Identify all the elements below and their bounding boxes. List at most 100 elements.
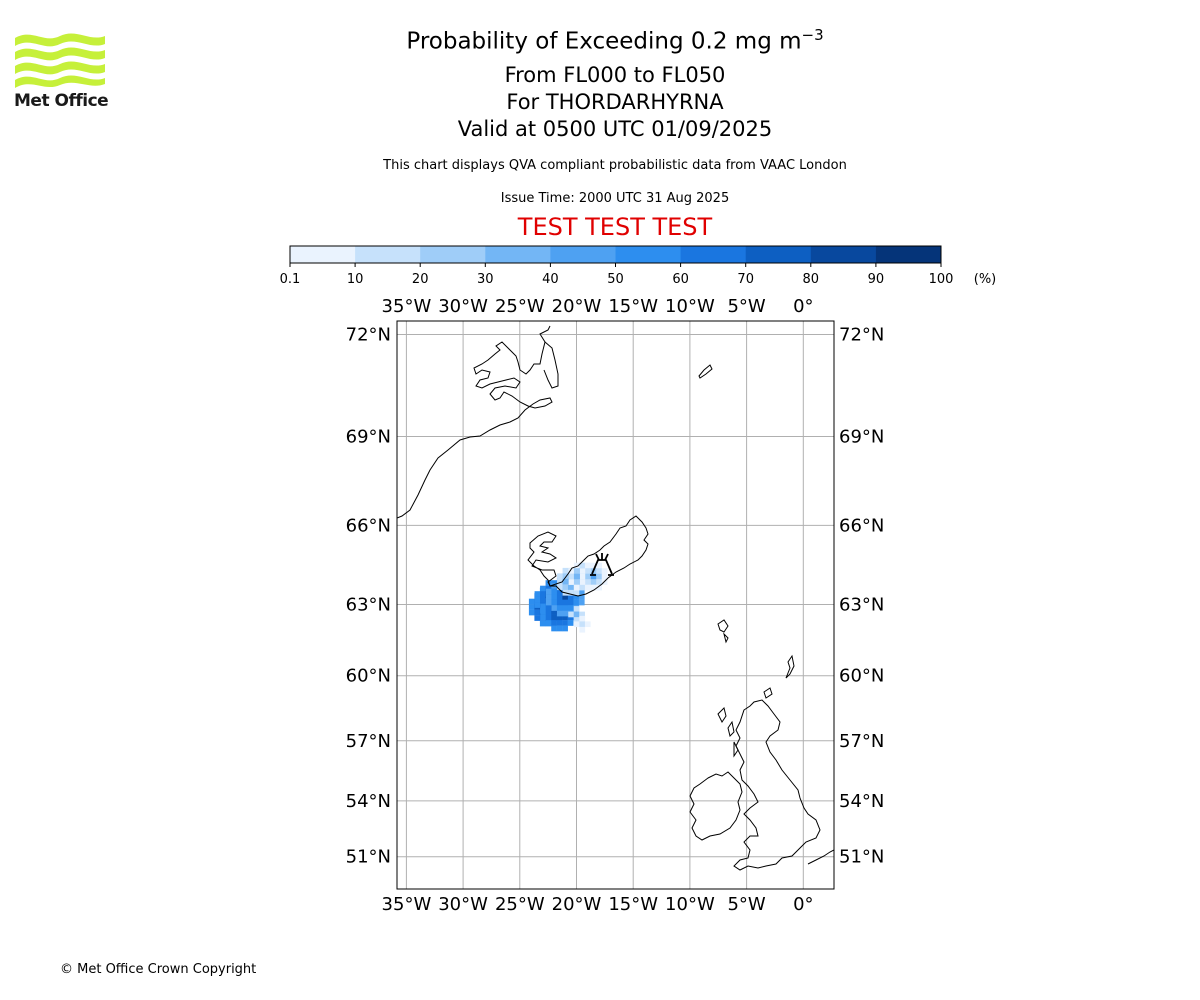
ash-probability-cell	[562, 584, 569, 591]
ash-probability-cell	[557, 584, 563, 591]
continental-coastline	[807, 849, 834, 865]
ash-probability-cell	[545, 588, 552, 595]
colorbar: 0.1 10 20 30 40 50 60 70 80 90 100 (%)	[280, 245, 997, 287]
ash-probability-cell	[551, 625, 557, 632]
great-britain-coastline	[733, 699, 821, 871]
iceland-coastline	[527, 515, 649, 597]
ash-probability-cell	[557, 573, 563, 580]
ash-probability-cell	[534, 602, 541, 608]
ash-probability-cell	[551, 594, 558, 600]
ash-probability-cell	[556, 599, 563, 606]
ash-probability-cell	[585, 584, 591, 591]
colorbar-segment	[810, 246, 877, 263]
ash-probability-cell	[579, 611, 585, 618]
lat-label-left: 60°N	[346, 666, 391, 687]
ash-probability-cell	[568, 584, 574, 591]
ash-probability-cell	[567, 594, 574, 600]
ash-probability-cell	[585, 562, 591, 569]
copyright-notice: © Met Office Crown Copyright	[60, 962, 257, 977]
lat-label-left: 66°N	[346, 515, 391, 536]
ash-probability-cell	[585, 579, 591, 585]
lon-label-bottom: 15°W	[608, 894, 658, 915]
ash-probability-cell	[579, 579, 586, 585]
lon-label-top: 0°	[793, 296, 813, 317]
colorbar-segment	[680, 246, 747, 263]
lat-label-right: 63°N	[839, 594, 884, 615]
ash-probability-cell	[528, 609, 535, 616]
coastlines	[397, 325, 834, 871]
map-panel: 35°W 30°W 25°W 20°W 15°W 10°W 5°W 0° 35°W 30°W 25…	[346, 296, 885, 915]
ash-probability-cell	[568, 573, 575, 580]
ash-probability-cell	[534, 596, 541, 603]
ash-probability-cell	[545, 585, 552, 592]
lat-label-left: 72°N	[346, 325, 391, 346]
lon-label-bottom: 20°W	[552, 894, 602, 915]
lon-label-top: 5°W	[727, 296, 765, 317]
ash-probability-cell	[551, 599, 558, 606]
issue-time: Issue Time: 2000 UTC 31 Aug 2025	[500, 191, 730, 206]
ash-probability-cell	[579, 562, 586, 569]
flight-levels: From FL000 to FL050	[504, 63, 726, 87]
ash-probability-cell	[596, 568, 602, 574]
ash-probability-cell	[540, 603, 546, 610]
ash-probability-cell	[573, 599, 580, 606]
hebrides-coastline	[717, 707, 739, 758]
ash-probability-cell	[545, 620, 552, 626]
shetland-coastline	[785, 654, 795, 679]
colorbar-tick-label: 80	[803, 272, 820, 287]
ash-probability-cell	[562, 599, 569, 606]
colorbar-unit: (%)	[974, 272, 997, 287]
ash-probability-cell	[562, 573, 569, 580]
ash-probability-cell	[579, 568, 586, 574]
ash-probability-cell	[568, 568, 575, 574]
met-office-logo-text: Met Office	[14, 91, 109, 111]
ash-probability-cell	[568, 589, 574, 596]
lat-label-right: 57°N	[839, 731, 884, 752]
valid-time: Valid at 0500 UTC 01/09/2025	[457, 117, 773, 141]
lat-label-right: 69°N	[839, 426, 884, 447]
ash-probability-cell	[539, 620, 546, 627]
ash-probability-cell	[551, 609, 557, 615]
jan-mayen-coastline	[698, 364, 713, 379]
lat-label-left: 69°N	[346, 426, 391, 447]
ash-probability-cell	[545, 603, 552, 610]
colorbar-tick-label: 20	[412, 272, 429, 287]
met-office-logo	[14, 30, 106, 94]
colorbar-segment	[745, 246, 812, 263]
volcano-name: For THORDARHYRNA	[506, 90, 724, 114]
ash-probability-cell	[578, 599, 585, 606]
ireland-coastline	[689, 771, 743, 841]
ash-probability-cell	[568, 579, 575, 585]
ash-probability-cell	[573, 594, 580, 600]
lon-label-bottom: 25°W	[495, 894, 545, 915]
ash-probability-cell	[562, 614, 568, 621]
ash-probability-cell	[573, 589, 580, 596]
lat-label-right: 66°N	[839, 515, 884, 536]
ash-probability-cell	[562, 610, 569, 617]
colorbar-segment	[875, 246, 942, 263]
ash-probability-cell	[551, 605, 558, 611]
ash-probability-cell	[578, 594, 585, 600]
ash-probability-cell	[573, 621, 580, 628]
lat-label-left: 63°N	[346, 594, 391, 615]
ash-probability-cell	[596, 584, 602, 591]
ash-probability-cell	[551, 620, 557, 626]
colorbar-tick-label: 40	[542, 272, 559, 287]
colorbar-segment	[355, 246, 421, 263]
colorbar-tick-label: 70	[737, 272, 754, 287]
colorbar-segment	[290, 246, 356, 263]
colorbar-tick-label: 10	[347, 272, 364, 287]
ash-probability-cell	[579, 621, 586, 628]
ash-probability-cell	[573, 606, 580, 612]
colorbar-tick-label: 60	[672, 272, 689, 287]
ash-probability-cell	[590, 579, 597, 585]
ash-probability-cell	[562, 567, 569, 574]
ash-probability-cell	[590, 584, 597, 591]
lon-label-bottom: 10°W	[665, 894, 715, 915]
ash-probability-cell	[573, 584, 580, 591]
lon-label-top: 30°W	[438, 296, 488, 317]
ash-probability-cell	[596, 573, 602, 580]
met-office-waves-icon	[15, 33, 105, 88]
colorbar-tick-label: 30	[477, 272, 494, 287]
ash-probability-cell	[528, 598, 535, 605]
